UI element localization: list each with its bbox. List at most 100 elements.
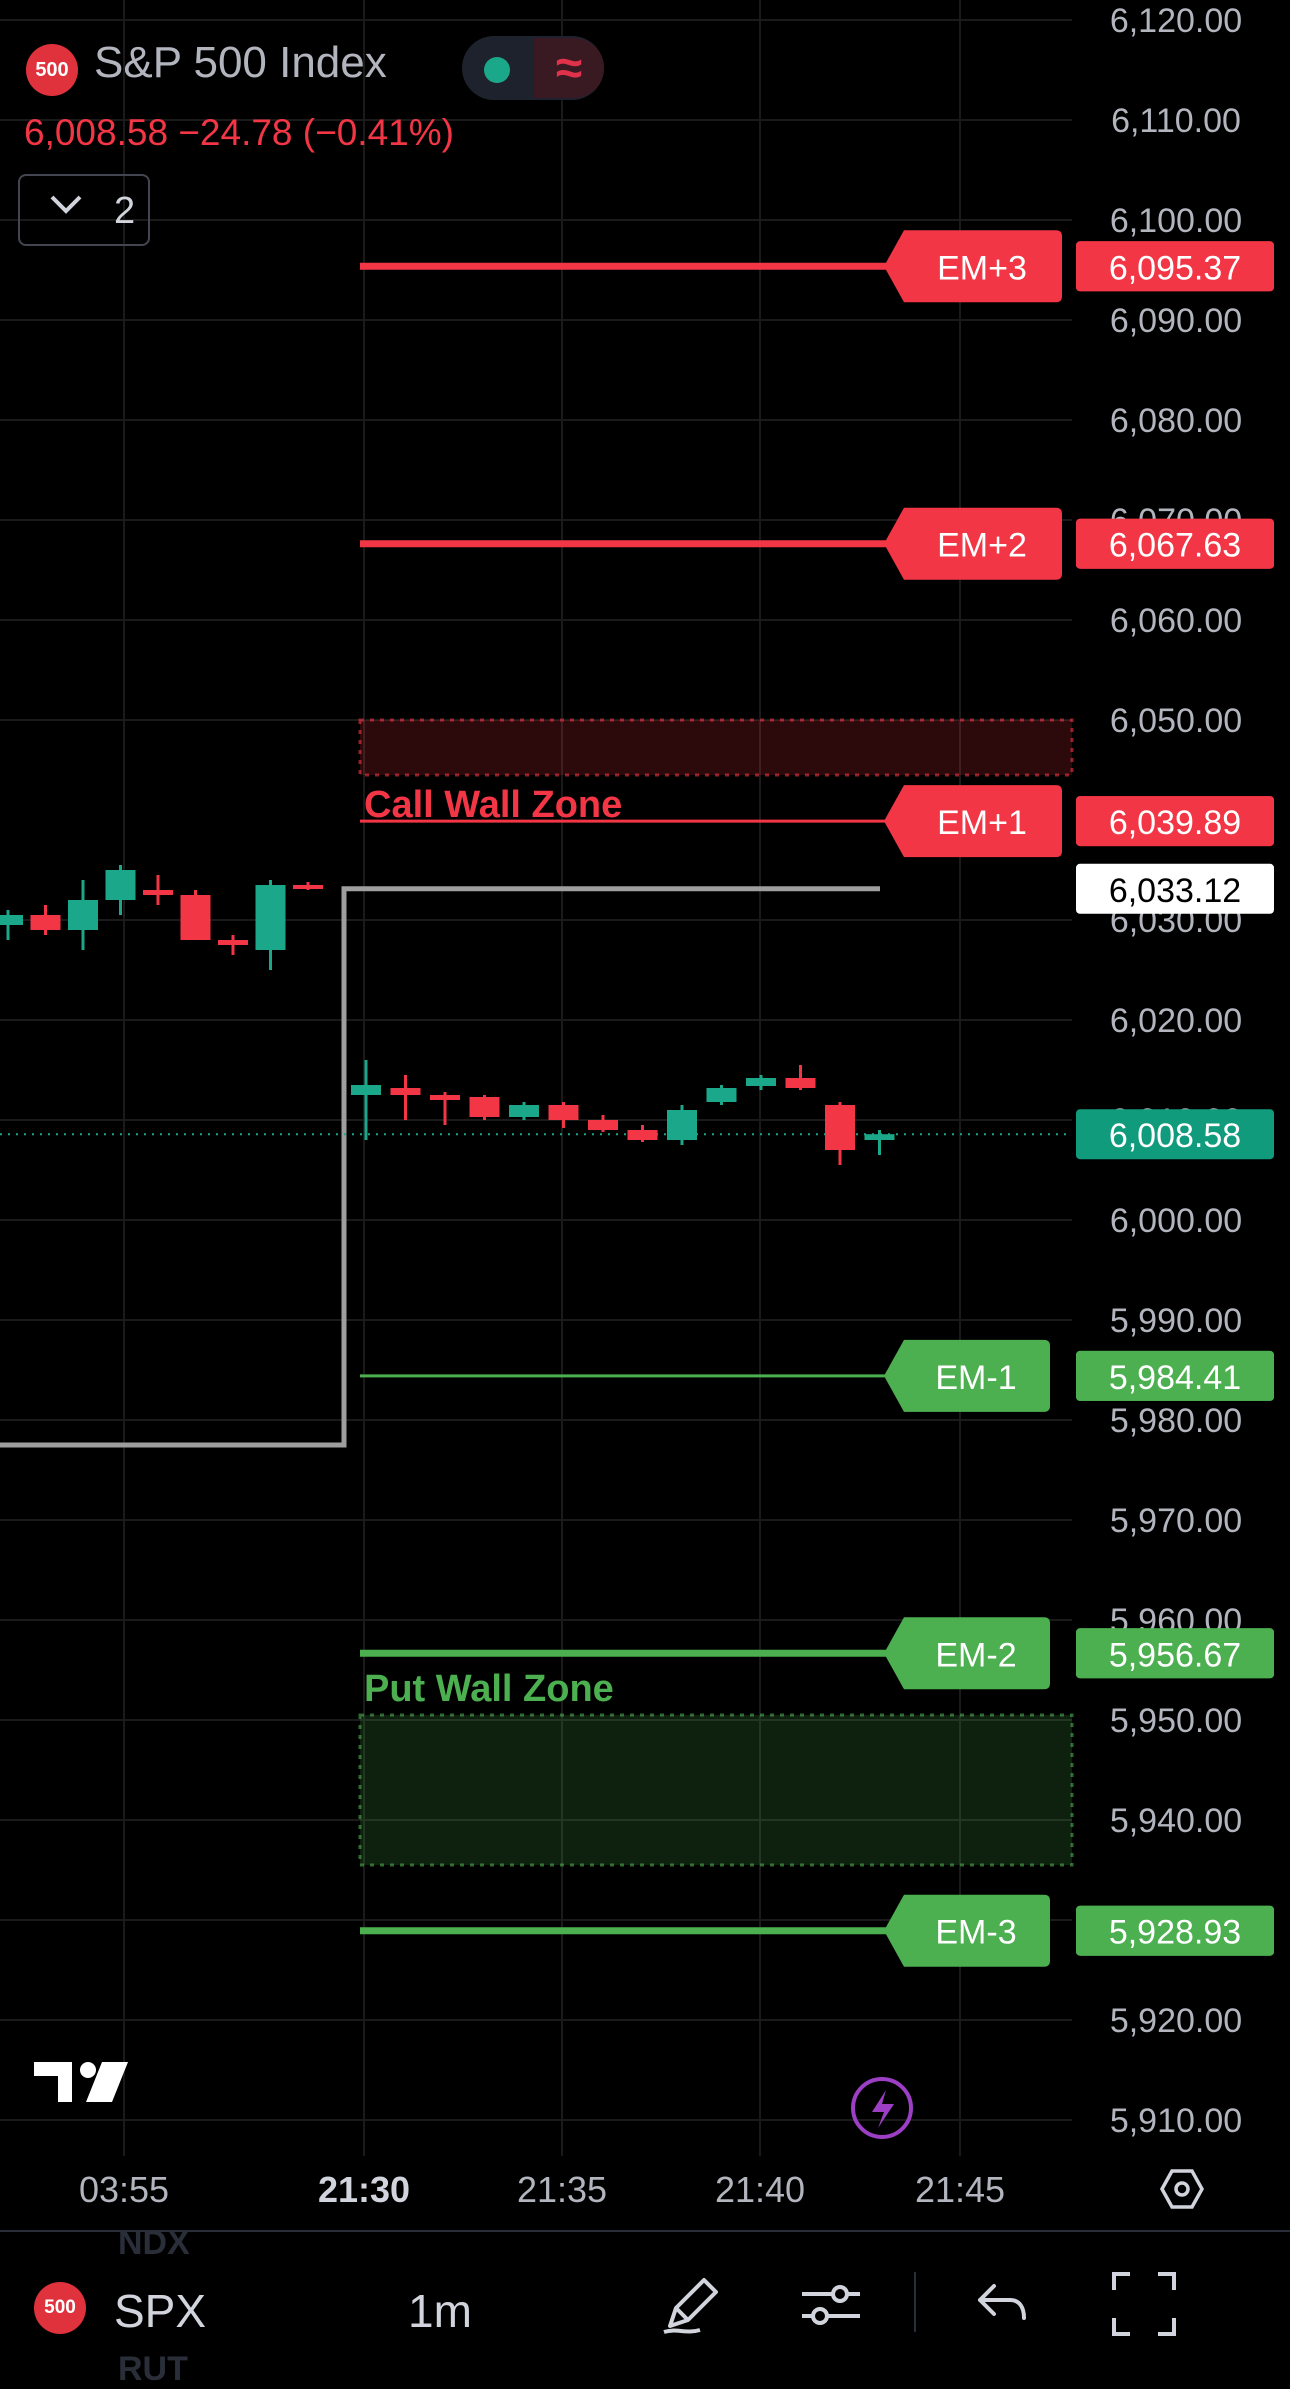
undo-icon[interactable]: [966, 2270, 1036, 2345]
put-wall-zone-label: Put Wall Zone: [364, 1668, 614, 1710]
tradingview-logo: [86, 2062, 128, 2102]
y-axis-tick-label: 6,050.00: [1110, 702, 1242, 740]
axis-level-badge: [1076, 518, 1274, 569]
chevron-down-icon: [46, 184, 86, 232]
axis-level-badge: [1076, 1628, 1274, 1679]
candle-body: [785, 1078, 816, 1088]
put-wall-zone: [358, 1713, 1074, 1867]
candle-body: [627, 1130, 658, 1140]
fullscreen-icon[interactable]: [1108, 2268, 1180, 2345]
candle-body: [509, 1105, 539, 1117]
y-axis-tick-label: 6,000.00: [1110, 1202, 1242, 1240]
em-level-tag: [884, 1894, 1050, 1967]
candle-body: [0, 915, 23, 925]
y-axis-tick-label: 5,970.00: [1110, 1502, 1242, 1540]
candle-body: [105, 870, 136, 900]
lightning-icon: [872, 2090, 894, 2128]
candle-body: [667, 1110, 697, 1140]
em-level-tag-label: EM+2: [937, 527, 1027, 565]
candle-body: [351, 1085, 381, 1095]
pen-icon[interactable]: [656, 2268, 728, 2345]
settings-gear-icon[interactable]: [1159, 2169, 1205, 2209]
candle-body: [68, 900, 98, 930]
y-axis-tick-label: 6,110.00: [1111, 102, 1241, 140]
em-level-tag-label: EM+1: [937, 804, 1027, 842]
x-axis-time-label: 03:55: [79, 2169, 169, 2210]
symbol-selector[interactable]: SPX: [114, 2285, 207, 2337]
candle-body: [548, 1105, 579, 1120]
tradingview-logo: [80, 2062, 96, 2078]
step-level-price: 6,033.12: [1109, 872, 1241, 910]
x-axis-time-label: 21:45: [915, 2169, 1005, 2210]
candle-body: [30, 915, 61, 930]
y-axis-tick-label: 5,980.00: [1110, 1402, 1242, 1440]
em-level-tag: [884, 1617, 1050, 1690]
candle-body: [706, 1088, 737, 1102]
candle-body: [255, 885, 286, 950]
axis-level-price: 5,984.41: [1109, 1359, 1241, 1397]
x-axis-time-label: 21:30: [318, 2169, 410, 2210]
axis-level-badge: [1076, 1905, 1274, 1956]
current-price-label: 6,008.58: [1109, 1117, 1241, 1155]
call-wall-zone: [358, 718, 1074, 777]
sliders-icon[interactable]: [796, 2270, 866, 2345]
em-level-tag-label: EM-1: [935, 1359, 1016, 1397]
candle-body: [825, 1105, 855, 1150]
x-axis-time-label: 21:35: [517, 2169, 607, 2210]
y-axis-tick-label: 5,920.00: [1110, 2002, 1242, 2040]
y-axis-tick-label: 5,990.00: [1110, 1302, 1242, 1340]
candle-body: [390, 1088, 421, 1095]
bottom-toolbar: NDX 500 SPX 1m RUT: [0, 2224, 1290, 2388]
candle-body: [218, 940, 248, 945]
y-axis-tick-label: 6,090.00: [1110, 302, 1242, 340]
candle-body: [746, 1078, 776, 1086]
candle-body: [864, 1134, 895, 1140]
market-status-pill[interactable]: ≈: [462, 36, 604, 100]
current-price-badge: [1076, 1109, 1274, 1160]
em-level-tag-label: EM-2: [935, 1636, 1016, 1674]
y-axis-tick-label: 6,120.00: [1110, 2, 1242, 40]
candle-body: [469, 1097, 500, 1117]
y-axis-tick-label: 6,020.00: [1110, 1002, 1242, 1040]
call-wall-zone-label: Call Wall Zone: [364, 784, 622, 826]
axis-level-badge: [1076, 796, 1274, 847]
em-level-tag: [884, 785, 1062, 858]
candle-body: [180, 895, 211, 940]
candle-body: [588, 1120, 618, 1130]
axis-level-price: 5,928.93: [1109, 1914, 1241, 1952]
price-change-quote: 6,008.58 −24.78 (−0.41%): [24, 112, 454, 153]
candle-body: [143, 890, 173, 895]
tradingview-logo: [34, 2062, 72, 2102]
em-level-tag: [884, 1339, 1050, 1412]
y-axis-tick-label: 5,940.00: [1110, 1802, 1242, 1840]
em-level-tag-label: EM-3: [935, 1914, 1016, 1952]
em-level-tag: [884, 230, 1062, 303]
toolbar-divider: [914, 2272, 916, 2332]
indicator-count: 2: [114, 190, 136, 232]
symbol-logo-badge: 500: [34, 2282, 86, 2334]
market-open-dot-icon: [484, 57, 510, 83]
axis-level-price: 6,067.63: [1109, 527, 1241, 565]
y-axis-tick-label: 6,080.00: [1110, 402, 1242, 440]
y-axis-tick-label: 5,910.00: [1110, 2102, 1242, 2140]
candle-body: [293, 885, 323, 889]
symbol-title[interactable]: S&P 500 Index: [94, 38, 387, 87]
candle-body: [430, 1095, 460, 1100]
symbol-list-prev[interactable]: NDX: [118, 2224, 190, 2262]
step-level-line: [0, 886, 880, 1448]
symbol-logo-badge: 500: [26, 44, 78, 96]
interval-selector[interactable]: 1m: [408, 2285, 472, 2337]
y-axis-tick-label: 5,950.00: [1110, 1702, 1242, 1740]
axis-level-badge: [1076, 1350, 1274, 1401]
em-level-tag-label: EM+3: [937, 249, 1027, 287]
y-axis-tick-label: 6,100.00: [1110, 202, 1242, 240]
step-level-badge: [1076, 863, 1274, 914]
em-level-tag: [884, 507, 1062, 580]
axis-level-price: 6,039.89: [1109, 804, 1241, 842]
x-axis-time-label: 21:40: [715, 2169, 805, 2210]
indicators-collapse-button[interactable]: 2: [18, 174, 150, 246]
wave-icon: ≈: [534, 38, 604, 98]
lightning-icon[interactable]: [851, 2077, 913, 2139]
axis-level-badge: [1076, 241, 1274, 292]
